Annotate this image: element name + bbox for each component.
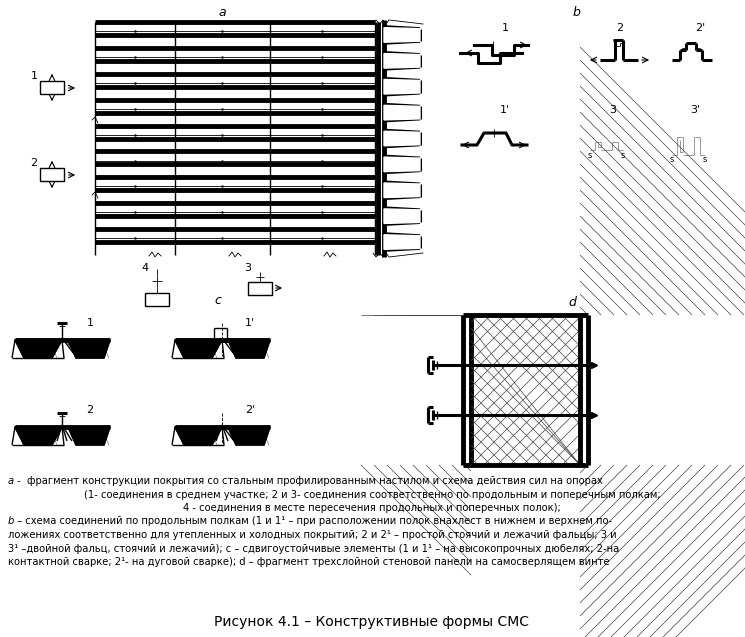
Text: 1: 1 [31, 71, 37, 81]
Text: s: s [703, 155, 707, 164]
Text: 3: 3 [244, 263, 252, 273]
Polygon shape [384, 157, 420, 172]
Text: 2': 2' [695, 23, 705, 33]
Polygon shape [175, 340, 222, 358]
Bar [40, 168, 64, 181]
Text: d: d [568, 296, 576, 308]
Text: s: s [621, 150, 625, 159]
Text: 4: 4 [142, 263, 148, 273]
Text: a: a [218, 6, 226, 20]
Polygon shape [384, 105, 420, 120]
Text: (1- соединения в среднем участке; 2 и 3- соединения соответственно по продольным: (1- соединения в среднем участке; 2 и 3-… [83, 489, 660, 499]
Text: контактной сварке; 2¹- на дуговой сварке); d – фрагмент трехслойной стеновой пан: контактной сварке; 2¹- на дуговой сварке… [8, 557, 609, 567]
Bar [145, 293, 169, 306]
Text: -  фрагмент конструкции покрытия со стальным профилированным настилом и схема де: - фрагмент конструкции покрытия со сталь… [14, 476, 603, 486]
Text: 1: 1 [501, 23, 509, 33]
Text: а: а [8, 476, 14, 486]
Polygon shape [384, 54, 420, 68]
Polygon shape [384, 209, 420, 224]
Bar [248, 282, 272, 295]
Polygon shape [15, 340, 62, 358]
Text: c: c [215, 294, 221, 306]
Text: b: b [572, 6, 580, 20]
Text: 2: 2 [616, 23, 624, 33]
Text: Рисунок 4.1 – Конструктивные формы СМС: Рисунок 4.1 – Конструктивные формы СМС [215, 615, 530, 629]
Polygon shape [384, 183, 420, 197]
Text: 1': 1' [245, 318, 255, 328]
Polygon shape [68, 340, 110, 358]
Text: 3: 3 [609, 105, 617, 115]
Text: – схема соединений по продольным полкам (1 и 1¹ – при расположении полок внахлес: – схема соединений по продольным полкам … [14, 517, 612, 527]
Text: 1': 1' [500, 105, 510, 115]
Text: b: b [8, 517, 14, 527]
Polygon shape [228, 427, 270, 445]
Text: s: s [670, 155, 674, 164]
Polygon shape [384, 80, 420, 94]
Polygon shape [384, 235, 420, 249]
Text: 4 - соединения в месте пересечения продольных и поперечных полок);: 4 - соединения в месте пересечения продо… [183, 503, 561, 513]
Text: 2': 2' [245, 405, 255, 415]
Polygon shape [384, 131, 420, 146]
Text: 3': 3' [690, 105, 700, 115]
Bar [40, 81, 64, 94]
Polygon shape [175, 427, 222, 445]
Text: ложениях соответственно для утепленных и холодных покрытий; 2 и 2¹ – простой сто: ложениях соответственно для утепленных и… [8, 530, 617, 540]
Text: 1: 1 [86, 318, 94, 328]
Polygon shape [384, 27, 420, 42]
Polygon shape [68, 427, 110, 445]
Text: 2: 2 [31, 158, 37, 168]
Bar [471, 315, 580, 465]
Text: 2: 2 [86, 405, 94, 415]
Text: s: s [588, 150, 592, 159]
Polygon shape [15, 427, 62, 445]
Polygon shape [228, 340, 270, 358]
Text: 3¹ –двойной фальц, стоячий и лежачий); c – сдвигоустойчивые элементы (1 и 1¹ – н: 3¹ –двойной фальц, стоячий и лежачий); c… [8, 543, 619, 554]
